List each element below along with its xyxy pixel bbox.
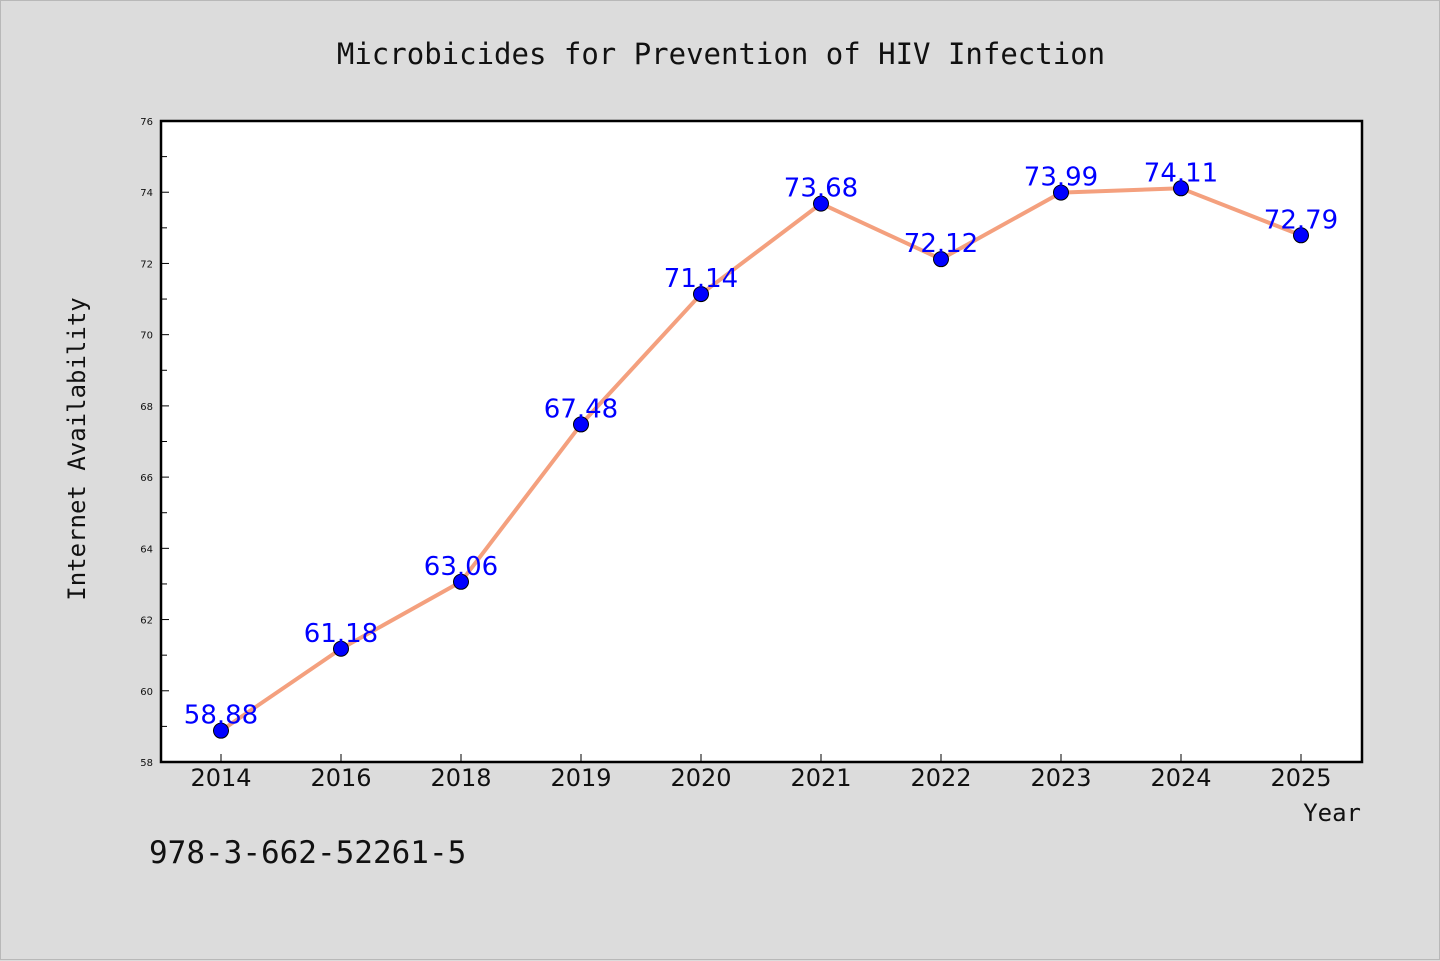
x-tick-label: 2023 xyxy=(1030,764,1091,792)
y-tick-label: 74 xyxy=(140,188,153,199)
x-tick-label: 2018 xyxy=(430,764,491,792)
series-line xyxy=(219,186,1302,733)
x-tick-label: 2019 xyxy=(550,764,611,792)
data-label: 73.99 xyxy=(1024,163,1098,193)
data-point xyxy=(573,416,589,433)
footer-code: 978-3-662-52261-5 xyxy=(149,835,467,871)
data-label: 72.79 xyxy=(1264,205,1338,235)
y-tick-label: 66 xyxy=(140,473,153,484)
data-label: 67.48 xyxy=(544,394,618,424)
x-axis: 2014 2016 2018 2019 2020 2021 2022 2023 2024 2025 xyxy=(190,754,1332,792)
series-layer: 58.88 61.18 63.06 67.48 71.14 73.68 72.12 73.99… xyxy=(184,158,1338,739)
data-point xyxy=(813,195,829,212)
chart-title: Microbicides for Prevention of HIV Infec… xyxy=(337,37,1105,71)
y-tick-label: 64 xyxy=(140,544,153,555)
x-tick-label: 2014 xyxy=(190,764,251,792)
data-point xyxy=(1293,227,1309,244)
data-label: 58.88 xyxy=(184,701,258,731)
y-tick-label: 68 xyxy=(140,402,153,413)
y-tick-label: 62 xyxy=(140,616,153,627)
y-axis: 58 60 62 64 66 68 70 72 74 76 xyxy=(140,117,169,769)
data-point xyxy=(1053,184,1069,201)
data-point xyxy=(933,251,949,268)
y-tick-label: 58 xyxy=(140,758,153,769)
x-tick-label: 2022 xyxy=(910,764,971,792)
data-label: 72.12 xyxy=(904,229,978,259)
data-label: 73.68 xyxy=(784,174,858,204)
x-tick-label: 2025 xyxy=(1270,764,1331,792)
data-point xyxy=(333,640,349,657)
y-tick-label: 70 xyxy=(140,331,153,342)
data-point xyxy=(453,573,469,590)
data-label: 61.18 xyxy=(304,619,378,649)
y-axis-label: Internet Availability xyxy=(63,297,91,600)
y-tick-label: 72 xyxy=(140,259,153,270)
x-axis-label: Year xyxy=(1303,799,1361,827)
data-point xyxy=(693,286,709,303)
plot-area xyxy=(159,119,1364,764)
x-tick-label: 2021 xyxy=(790,764,851,792)
y-tick-label: 60 xyxy=(140,687,153,698)
x-tick-label: 2020 xyxy=(670,764,731,792)
data-label: 63.06 xyxy=(424,552,498,582)
data-label: 71.14 xyxy=(664,264,738,294)
y-tick-label: 76 xyxy=(140,117,153,128)
data-label: 74.11 xyxy=(1144,158,1218,188)
data-point xyxy=(1173,180,1189,197)
x-tick-label: 2016 xyxy=(310,764,371,792)
x-tick-label: 2024 xyxy=(1150,764,1211,792)
data-point xyxy=(213,722,229,739)
